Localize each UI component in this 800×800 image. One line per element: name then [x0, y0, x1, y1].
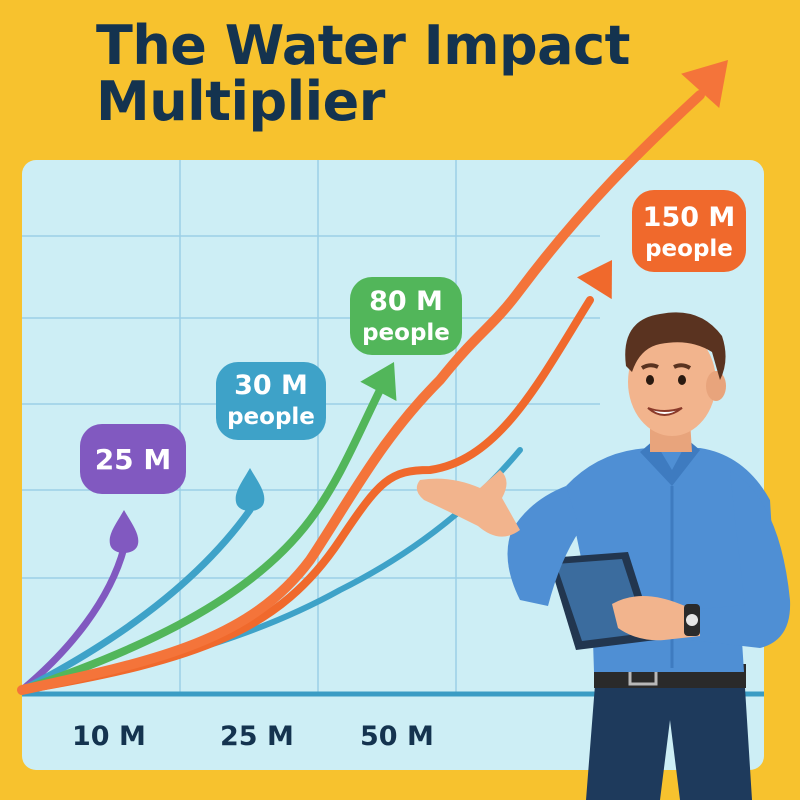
series-line-purple — [18, 544, 128, 694]
series-line-orange — [18, 296, 594, 694]
x-tick-label: 10 M — [72, 721, 146, 752]
title-line-1: The Water Impact — [96, 14, 630, 77]
label-bubble-orange: 150 M people — [632, 190, 746, 272]
water-drop-icon — [235, 468, 265, 511]
series-layer — [17, 60, 728, 695]
label-bubble-blue: 30 M people — [216, 362, 326, 440]
page-title: The Water Impact Multiplier — [96, 18, 630, 130]
series-line-green — [18, 386, 384, 694]
series-line-blue — [18, 506, 254, 694]
label-bubble-green: 80 M people — [350, 277, 462, 355]
series-line-big_orange — [17, 90, 705, 695]
bubble-text: 150 M — [643, 202, 736, 233]
title-line-2: Multiplier — [96, 70, 385, 133]
x-tick-label: 25 M — [220, 721, 294, 752]
x-tick-label: 50 M — [360, 721, 434, 752]
bubble-text: 25 M — [95, 443, 172, 476]
arrow-icon — [576, 260, 612, 300]
bubble-text: people — [227, 404, 315, 430]
presenter-with-tablet-icon — [416, 312, 791, 800]
bubble-text: 80 M — [369, 286, 443, 317]
label-bubble-purple: 25 M — [80, 424, 186, 494]
water-drop-icon — [109, 510, 139, 553]
bubble-text: people — [645, 236, 733, 262]
arrow-icon — [681, 60, 728, 109]
arrow-icon — [360, 362, 397, 401]
bubble-text: 30 M — [234, 370, 308, 401]
bubble-text: people — [362, 320, 450, 346]
